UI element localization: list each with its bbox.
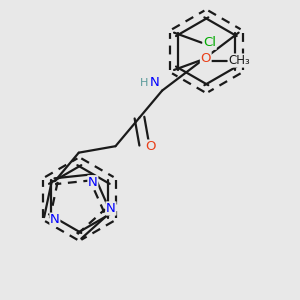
Text: O: O (145, 140, 155, 153)
Text: N: N (149, 76, 159, 89)
Text: N: N (50, 213, 60, 226)
Text: N: N (88, 176, 98, 189)
Text: H: H (140, 78, 149, 88)
Text: Cl: Cl (203, 36, 216, 49)
Text: CH₃: CH₃ (228, 54, 250, 67)
Text: O: O (200, 52, 211, 65)
Text: N: N (106, 202, 116, 215)
